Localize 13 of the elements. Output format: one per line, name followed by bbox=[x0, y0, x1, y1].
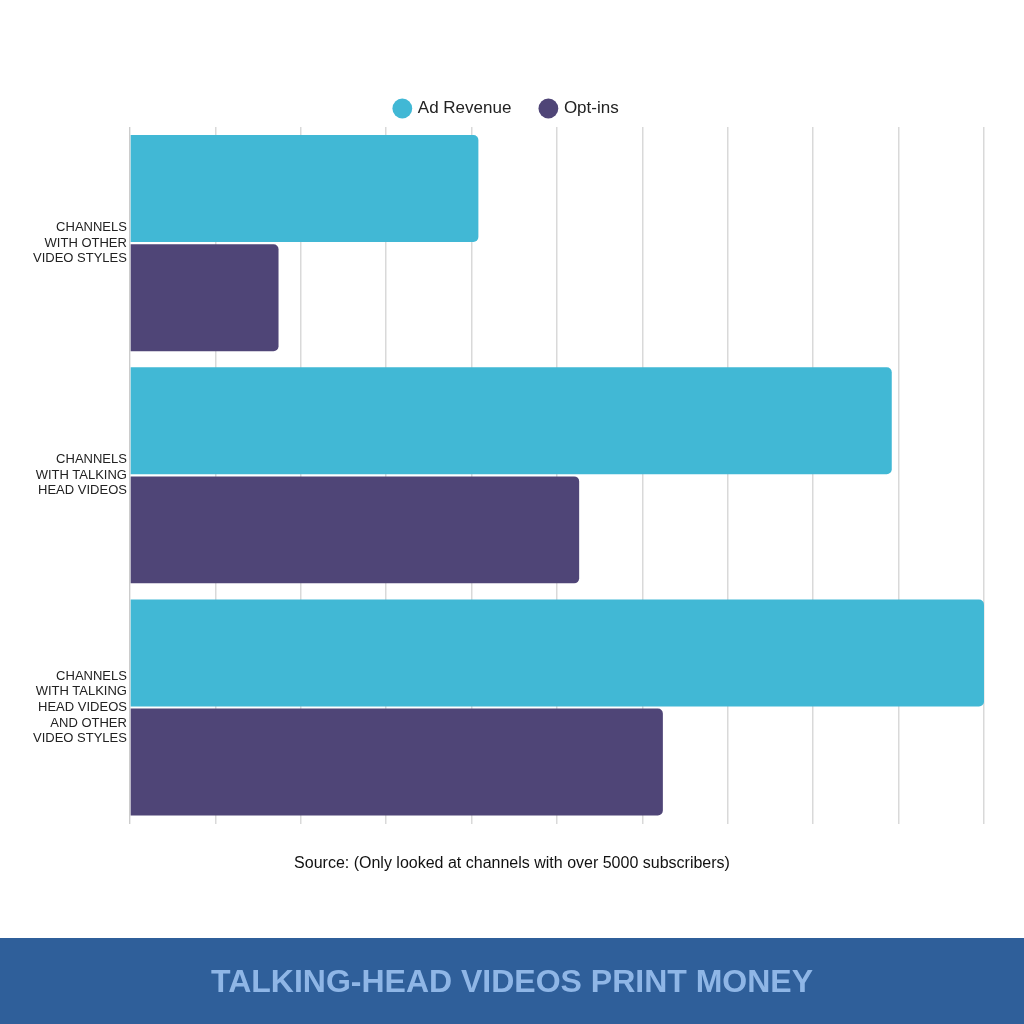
y-tick-label: CHANNELS WITH TALKING HEAD VIDEOS bbox=[35, 451, 128, 498]
bar bbox=[130, 135, 479, 243]
y-tick-label: CHANNELS WITH OTHER VIDEO STYLES bbox=[33, 219, 128, 266]
bar bbox=[130, 708, 663, 816]
bar bbox=[130, 599, 984, 707]
legend-label: Opt-ins bbox=[563, 98, 619, 118]
bar bbox=[130, 244, 279, 352]
bar bbox=[130, 476, 580, 584]
bar bbox=[130, 367, 892, 475]
legend-label: Ad Revenue bbox=[417, 98, 512, 118]
source-note: Source: (Only looked at channels with over 5000 subscribers) bbox=[293, 854, 731, 872]
y-tick-label: CHANNELS WITH TALKING HEAD VIDEOS AND OTHER VIDEO STYLES bbox=[33, 667, 128, 746]
text: TALKING-HEAD VIDEOS PRINT MONEY bbox=[0, 938, 1024, 1024]
